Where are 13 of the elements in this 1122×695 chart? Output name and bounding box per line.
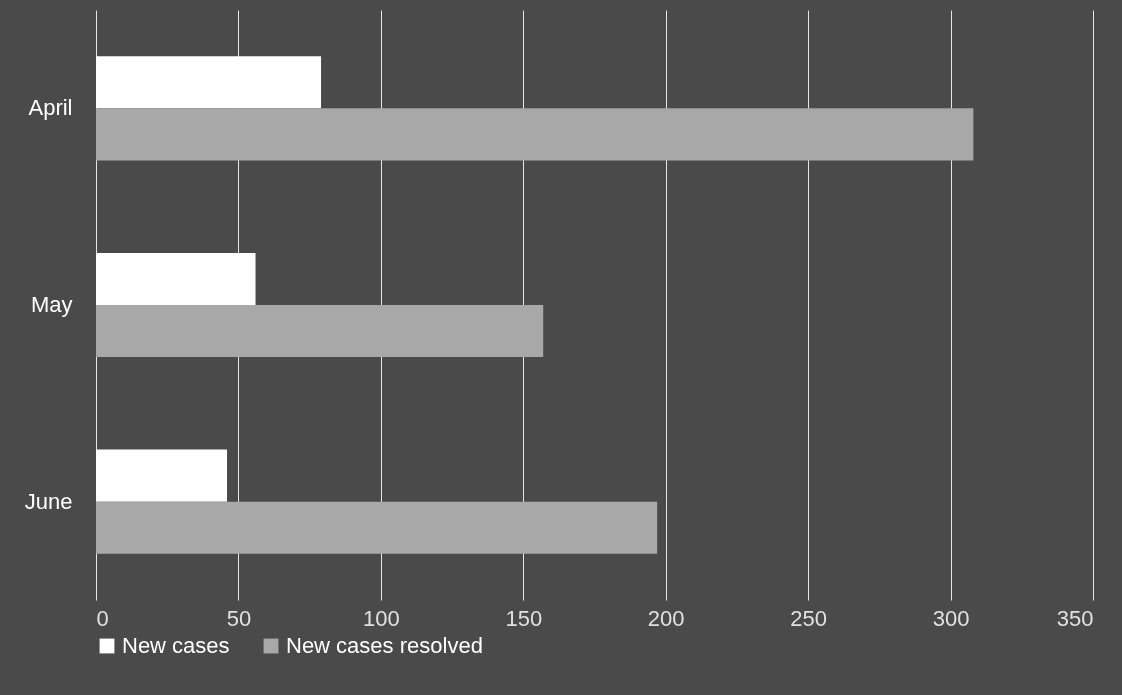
x-tick-label: 250	[790, 605, 827, 631]
y-tick-label: April	[28, 95, 73, 121]
y-tick-label: May	[30, 292, 73, 317]
legend-label: New cases	[122, 633, 230, 658]
x-tick-label: 0	[96, 605, 109, 631]
y-tick-label: June	[24, 488, 73, 514]
x-tick-label: 50	[226, 605, 252, 631]
legend-label: New cases resolved	[286, 633, 483, 658]
x-tick-label: 150	[505, 605, 543, 631]
x-tick-label: 350	[1056, 605, 1094, 631]
x-tick-label: 300	[932, 605, 970, 631]
x-tick-label: 100	[363, 605, 400, 631]
x-tick-label: 200	[647, 605, 685, 631]
